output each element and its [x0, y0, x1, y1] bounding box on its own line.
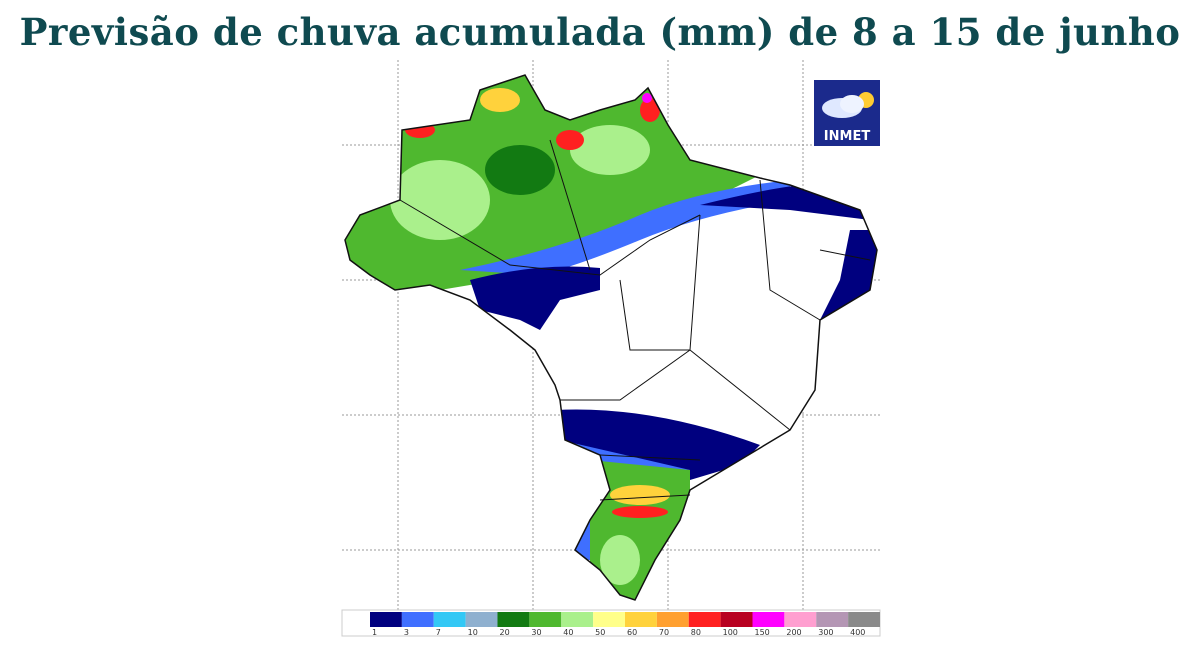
- legend-swatch: [593, 612, 625, 627]
- legend-label: 150: [755, 628, 770, 637]
- country-outline: [344, 74, 878, 601]
- legend-swatch: [370, 612, 402, 627]
- legend-label: 10: [468, 628, 478, 637]
- legend-label: 60: [627, 628, 637, 637]
- legend-swatch: [656, 612, 689, 627]
- state-borders: [399, 139, 871, 501]
- rain-field: [345, 75, 877, 600]
- title: Previsão de chuva acumulada (mm) de 8 a …: [19, 10, 1181, 54]
- legend-swatch: [816, 612, 849, 627]
- legend-label: 20: [500, 628, 510, 637]
- legend-swatch: [752, 612, 785, 627]
- legend-label: 80: [691, 628, 701, 637]
- legend-swatch: [784, 612, 817, 627]
- legend-label: 400: [850, 628, 865, 637]
- legend-label: 100: [723, 628, 738, 637]
- color-legend: 1 3 7 10 20 30 40 50 60 70 80 100 150 200 300 400: [341, 609, 881, 637]
- legend-swatch: [529, 612, 562, 627]
- logo-text: INMET: [824, 129, 871, 144]
- legend-swatch: [497, 612, 530, 627]
- legend-label: 7: [436, 628, 441, 637]
- legend-label: 30: [531, 628, 541, 637]
- legend-label: 50: [595, 628, 605, 637]
- legend-swatch: [465, 612, 498, 627]
- legend-label: 300: [818, 628, 833, 637]
- legend-swatch: [688, 612, 721, 627]
- legend-swatch: [848, 612, 880, 627]
- legend-label: 70: [659, 628, 669, 637]
- legend-label: 3: [404, 628, 409, 637]
- legend-swatch: [433, 612, 466, 627]
- legend-swatch: [401, 612, 434, 627]
- legend-swatch: [625, 612, 657, 627]
- logo: INMET: [814, 80, 880, 146]
- legend-label: 40: [563, 628, 573, 637]
- legend-label: 200: [786, 628, 801, 637]
- legend-swatch: [720, 612, 753, 627]
- legend-label: 1: [372, 628, 377, 637]
- legend-swatch: [561, 612, 594, 627]
